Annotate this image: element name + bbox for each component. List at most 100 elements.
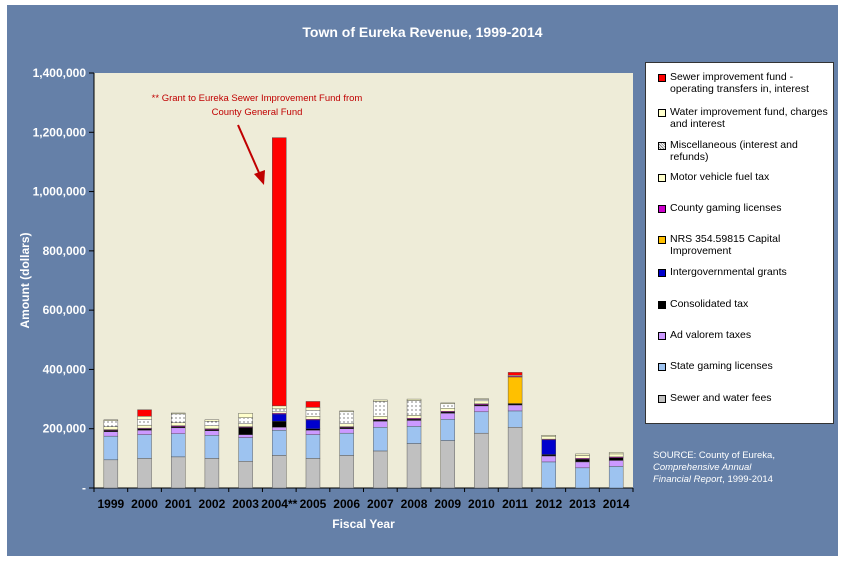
bar-segment [406,415,422,419]
annotation-arrow-shaft [237,124,261,176]
bar-segment [137,416,152,420]
chart-legend: Sewer improvement fund - operating trans… [645,62,834,424]
bar-segment [238,423,253,427]
bar-segment [541,439,556,455]
bar-segment [137,429,152,435]
y-tick-label: 200,000 [43,422,87,436]
x-tick-label: 2001 [165,497,192,511]
x-tick-label: 2003 [232,497,259,511]
bar-segment [373,399,388,402]
bar-segment [272,413,287,422]
bar-segment [575,461,590,469]
legend-swatch [658,363,666,371]
bar-segment [406,398,422,401]
bar-segment [305,458,321,489]
bar-segment [339,423,354,427]
bar-segment [406,443,422,489]
bar-segment [204,419,220,422]
annotation-line-1: ** Grant to Eureka Sewer Improvement Fun… [152,93,363,104]
bar-segment [204,421,220,426]
legend-label: Water improvement fund, charges and inte… [670,106,828,130]
bar-segment [440,440,455,489]
bar-segment [507,403,523,406]
bar-segment [507,427,523,489]
bar-segment [171,412,186,415]
x-tick-label: 2008 [401,497,428,511]
legend-swatch [658,142,666,150]
bar-segment [171,413,186,423]
x-tick-label: 2011 [502,497,528,511]
legend-label: Miscellaneous (interest and refunds) [670,139,798,163]
bar-segment [608,452,624,455]
bar-segment [373,427,388,452]
bar-segment [272,411,287,414]
source-line-1: SOURCE: County of Eureka, [653,450,775,461]
bar-segment [339,411,354,424]
bar-segment [103,426,119,430]
bar-segment [575,455,590,459]
legend-swatch [658,332,666,340]
bar-segment [541,454,556,457]
bar-segment [103,420,119,427]
legend-label: Motor vehicle fuel tax [670,171,770,183]
bar-segment [272,405,287,410]
legend-label: NRS 354.59815 Capital Improvement [670,233,781,257]
bar-segment [238,434,253,438]
legend-label: Intergovernmental grants [670,266,787,278]
y-tick-label: 1,200,000 [33,125,87,139]
bar-segment [608,453,624,458]
bar-segment [507,376,523,404]
legend-label: Sewer improvement fund - operating trans… [670,71,809,95]
legend-label: State gaming licenses [670,360,773,372]
bar-segment [272,137,287,407]
bar-segment [238,437,253,462]
bar-segment [137,419,152,426]
bar-segment [608,460,624,467]
legend-label: County gaming licenses [670,202,782,214]
bar-segment [339,432,354,456]
bar-segment [507,372,523,376]
bar-segment [272,455,287,489]
bar-segment [575,453,590,456]
y-tick-label: 1,400,000 [33,66,87,80]
bar-segment [171,456,186,489]
bar-segment [305,429,321,435]
bar-segment [103,431,119,437]
legend-swatch [658,109,666,117]
bar-segment [171,433,186,458]
annotation-line-2: County General Fund [212,107,303,118]
legend-label: Consolidated tax [670,298,749,310]
bar-segment [305,401,321,408]
y-tick-label: - [82,481,86,495]
bar-segment [238,413,253,418]
x-axis-title: Fiscal Year [332,517,395,531]
y-tick-label: 800,000 [43,244,87,258]
bar-segment [507,410,523,428]
bar-segment [272,429,287,456]
bar-segment [440,402,455,405]
bar-segment [474,400,489,405]
bar-segment [440,403,455,409]
bar-segment [406,400,422,416]
bar-segment [171,422,186,426]
chart-plot: - 200,000 400,000 600,000 800,000 1,000,000 1,… [18,66,634,531]
bar-segment [608,466,624,489]
bar-segment [305,416,321,420]
bar-segment [305,428,321,431]
legend-swatch [658,269,666,277]
legend-swatch [658,301,666,309]
bar-segment [305,410,321,417]
legend-swatch [658,205,666,213]
bar-segment [204,425,220,429]
bar-segment [373,421,388,428]
bar-segment [171,427,186,434]
y-tick-label: 400,000 [43,362,87,376]
bar-segment [204,430,220,436]
bar-segment [204,435,220,459]
bar-segment [575,458,590,463]
bar-segment [608,457,624,461]
bar-segment [474,405,489,413]
x-tick-label: 2004** [261,497,297,511]
bar-segment [373,401,388,417]
x-tick-label: 2002 [199,497,226,511]
